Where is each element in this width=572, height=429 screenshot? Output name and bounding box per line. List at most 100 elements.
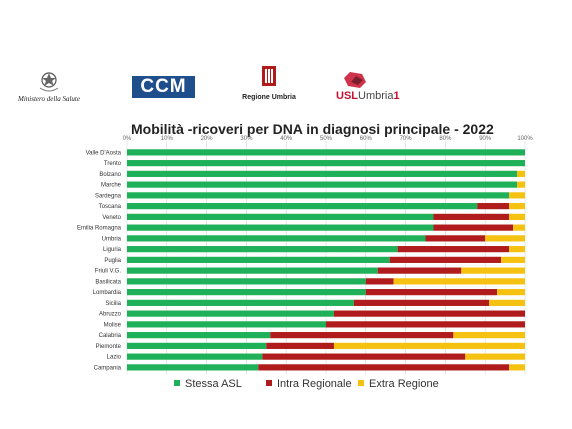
x-tick-label: 70% [400,136,413,142]
bar-segment-extra-regione [509,192,525,199]
category-label: Veneto [102,215,121,221]
x-tick-label: 40% [280,136,293,142]
category-label: Trento [104,161,122,167]
chart-title: Mobilità -ricoveri per DNA in diagnosi p… [131,121,494,137]
bar-segment-intra-regionale [433,224,514,231]
regione-umbria-logo: Regione Umbria [238,64,300,104]
bar-segment-stessa-asl [127,342,267,349]
x-tick-label: 100% [517,136,533,142]
bar-segment-intra-regionale [425,235,486,242]
x-tick-label: 80% [439,136,452,142]
bar-segment-extra-regione [509,203,525,210]
bar-segment-extra-regione [497,289,525,296]
bar-segment-extra-regione [509,246,525,253]
bar-segment-intra-regionale [365,278,394,285]
usl-umbria-logo: USLUmbria1 [336,70,406,106]
bar-segment-intra-regionale [433,213,510,220]
category-label: Liguria [103,247,122,253]
ccm-label: CCM [132,76,195,98]
bar-segment-stessa-asl [127,310,334,317]
bar-segment-stessa-asl [127,321,326,328]
bar-segment-extra-regione [485,235,525,242]
legend-item-intra-regionale: Intra Regionale [266,378,352,390]
legend-swatch-stessa-asl [174,380,180,386]
ministero-logo: Ministero della Salute [14,68,84,108]
regione-umbria-label: Regione Umbria [242,94,296,101]
bar-segment-stessa-asl [127,160,525,167]
x-tick-label: 0% [123,136,132,142]
bar-segment-extra-regione [465,353,525,360]
bar-segment-extra-regione [333,342,525,349]
chart-legend: Stessa ASL Intra Regionale Extra Regione [0,378,572,394]
x-tick-label: 50% [320,136,333,142]
bar-segment-stessa-asl [127,224,434,231]
bar-segment-extra-regione [461,267,525,274]
usl-umbria-label: USLUmbria1 [336,90,400,102]
category-label: Lombardia [93,290,122,296]
legend-label-extra-regione: Extra Regione [369,378,439,390]
bar-segment-extra-regione [453,332,525,339]
category-label: Calabria [99,333,122,339]
category-label: Basilicata [95,279,121,285]
bar-segment-intra-regionale [262,353,466,360]
bar-segment-stessa-asl [127,299,354,306]
bar-segment-stessa-asl [127,203,478,210]
bar-segment-extra-regione [393,278,525,285]
x-tick-label: 20% [201,136,214,142]
ccm-logo: CCM [132,76,195,98]
emblem-icon [39,72,59,92]
bar-segment-stessa-asl [127,149,525,156]
bar-segment-extra-regione [501,256,525,263]
category-label: Umbria [102,236,122,242]
legend-label-stessa-asl: Stessa ASL [185,378,242,390]
bar-segment-extra-regione [509,364,525,371]
bar-segment-intra-regionale [258,364,510,371]
category-label: Toscana [99,204,122,210]
bar-segment-intra-regionale [326,321,525,328]
bar-segment-stessa-asl [127,235,426,242]
category-label: Lazio [107,355,122,361]
x-tick-label: 90% [479,136,492,142]
x-tick-label: 10% [161,136,174,142]
category-label: Friuli V.G. [95,269,121,275]
legend-label-intra-regionale: Intra Regionale [277,378,352,390]
bar-segment-intra-regionale [397,246,510,253]
bar-segment-intra-regionale [266,342,334,349]
bar-segment-intra-regionale [365,289,498,296]
category-label: Bolzano [99,172,121,178]
bar-segment-extra-regione [509,213,525,220]
x-tick-label: 60% [360,136,373,142]
category-label: Molise [104,322,122,328]
x-tick-label: 30% [240,136,253,142]
bar-segment-stessa-asl [127,192,510,199]
bar-segment-extra-regione [513,224,525,231]
bar-segment-extra-regione [517,170,525,177]
logos-bar: Ministero della Salute CCM Regione Umbri… [0,62,572,112]
category-label: Sicilia [105,301,121,307]
bar-segment-intra-regionale [477,203,510,210]
bar-segment-intra-regionale [389,256,502,263]
legend-swatch-intra-regionale [266,380,272,386]
bar-segment-intra-regionale [333,310,525,317]
bar-segment-stessa-asl [127,181,518,188]
category-label: Sardegna [95,193,122,199]
category-label: Emilia Romagna [77,226,122,232]
bar-segment-stessa-asl [127,213,434,220]
bar-segment-intra-regionale [377,267,462,274]
bar-segment-stessa-asl [127,170,518,177]
bar-segment-stessa-asl [127,256,390,263]
bar-segment-stessa-asl [127,332,271,339]
bar-segment-extra-regione [489,299,525,306]
bar-segment-extra-regione [517,181,525,188]
bar-segment-stessa-asl [127,364,259,371]
legend-item-extra-regione: Extra Regione [358,378,439,390]
legend-item-stessa-asl: Stessa ASL [174,378,242,390]
bar-segment-stessa-asl [127,289,366,296]
umbria-crest-icon [262,66,276,86]
category-label: Piemonte [96,344,122,350]
bar-segment-stessa-asl [127,353,263,360]
bar-segment-stessa-asl [127,246,398,253]
category-label: Puglia [104,258,121,264]
ministero-label: Ministero della Salute [18,95,80,103]
